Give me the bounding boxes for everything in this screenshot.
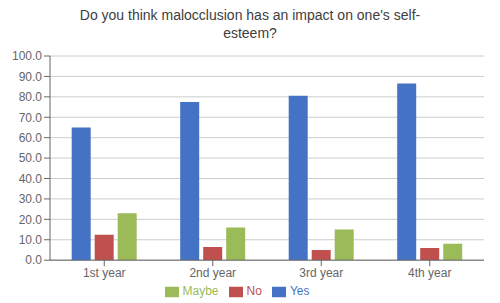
- svg-text:30.0: 30.0: [19, 192, 43, 206]
- svg-text:10.0: 10.0: [19, 233, 43, 247]
- svg-text:70.0: 70.0: [19, 111, 43, 125]
- svg-text:80.0: 80.0: [19, 90, 43, 104]
- svg-text:3rd year: 3rd year: [299, 266, 343, 280]
- svg-text:90.0: 90.0: [19, 70, 43, 84]
- svg-text:100.0: 100.0: [12, 49, 42, 63]
- html-text:Do you think malocclusion has: Do you think malocclusion has an impact …: [79, 7, 421, 23]
- svg-text:40.0: 40.0: [19, 172, 43, 186]
- svg-text:1st year: 1st year: [83, 266, 126, 280]
- svg-text:60.0: 60.0: [19, 131, 43, 145]
- html-text:esteem?: esteem?: [223, 25, 277, 41]
- svg-text:20.0: 20.0: [19, 213, 43, 227]
- html-text:Yes: Yes: [289, 284, 310, 299]
- html-text:No: No: [246, 284, 262, 299]
- svg-text:4th year: 4th year: [408, 266, 451, 280]
- html-text:Maybe: Maybe: [182, 284, 219, 299]
- svg-text:50.0: 50.0: [19, 151, 43, 165]
- svg-text:2nd year: 2nd year: [189, 266, 236, 280]
- svg-text:0.0: 0.0: [25, 253, 42, 267]
